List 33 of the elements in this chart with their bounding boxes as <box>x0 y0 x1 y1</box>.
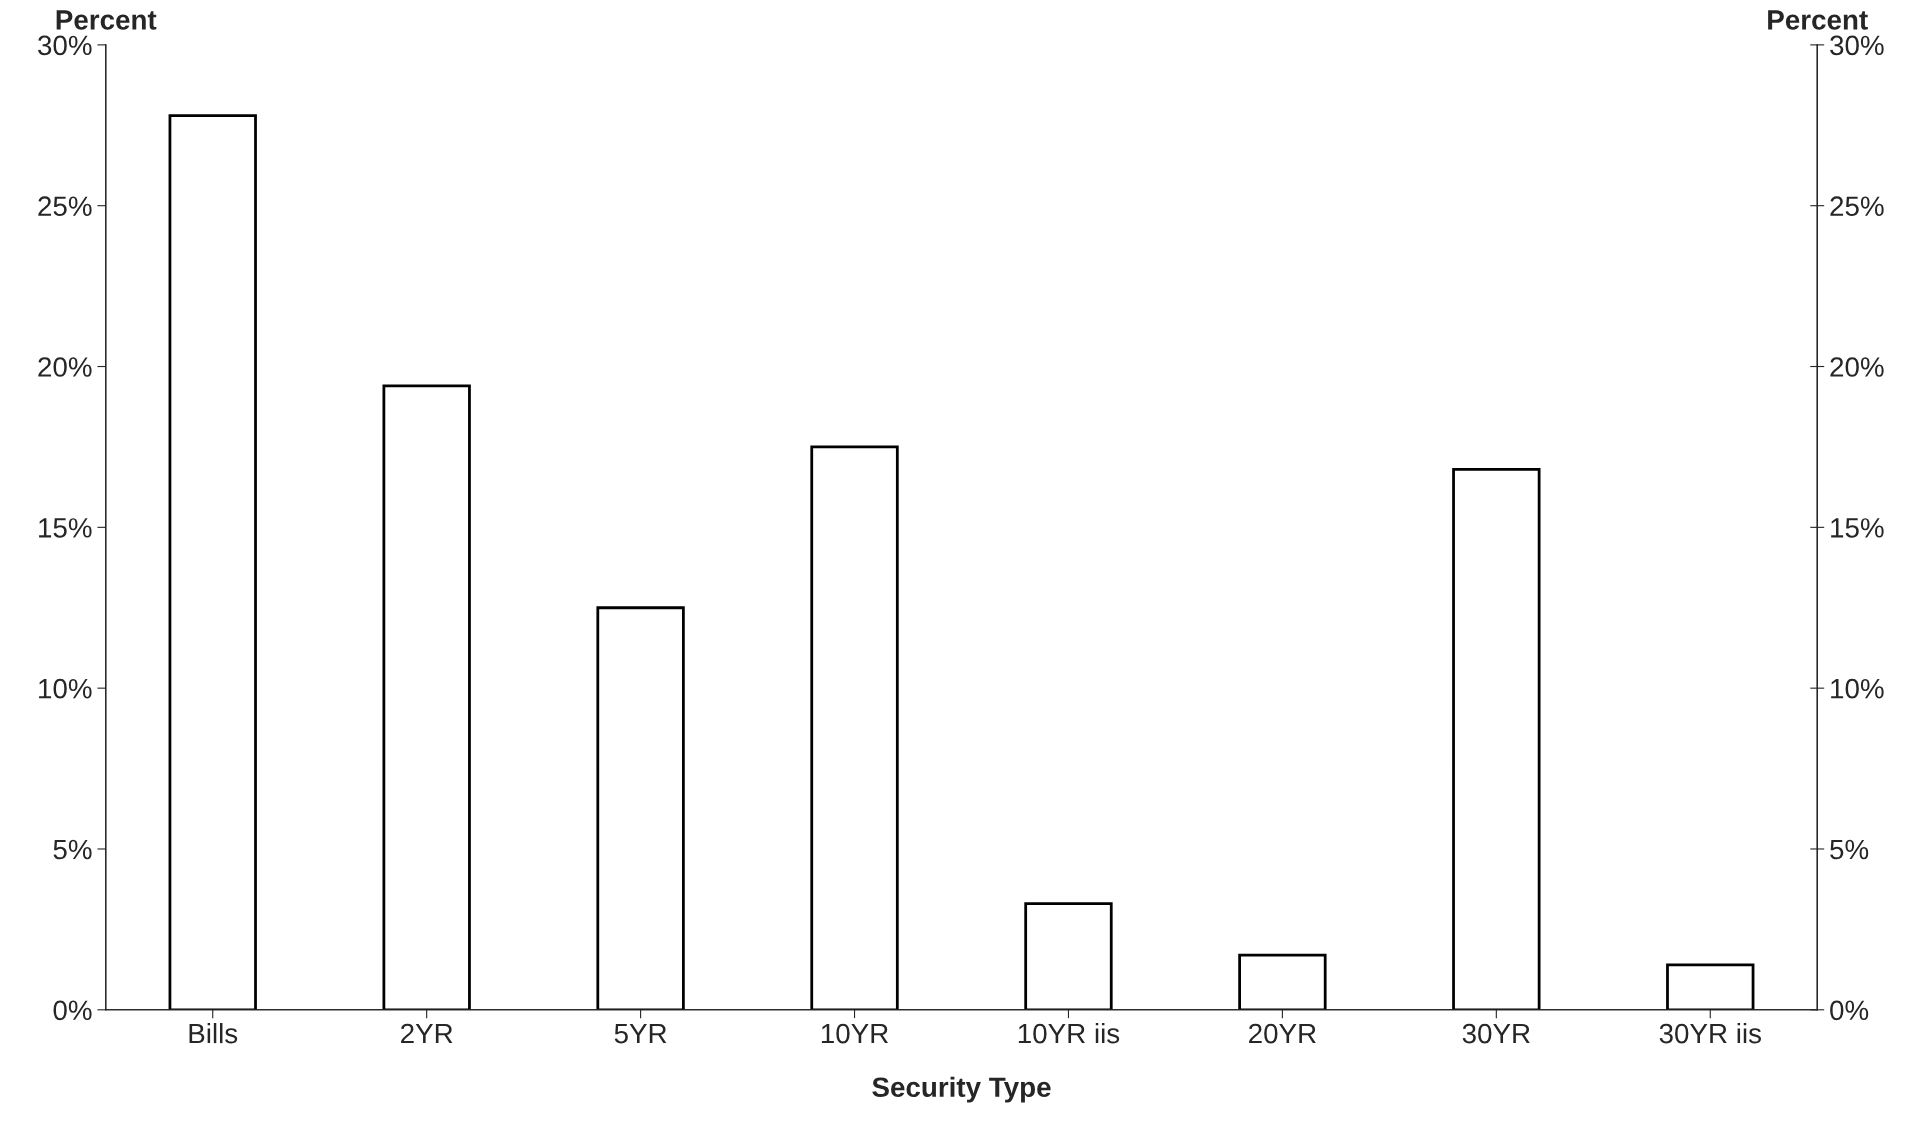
y2-tick-label: 20% <box>1830 357 1884 377</box>
y2-tick-label: 30% <box>1830 35 1884 56</box>
y-tick-label: 5% <box>53 839 92 860</box>
x-tick-label: 20YR <box>1249 1023 1316 1044</box>
bar <box>810 445 899 1010</box>
bar <box>1666 963 1755 1010</box>
y2-tick-label: 0% <box>1830 1000 1869 1021</box>
y-tick-label: 30% <box>38 35 92 56</box>
y2-tick-label: 15% <box>1831 518 1884 538</box>
x-tick-label: 30YR iis <box>1659 1022 1761 1044</box>
x-tick-label: Bills <box>189 1022 238 1044</box>
y-tick-label: 20% <box>38 357 92 377</box>
y-axis-title: Percent <box>56 10 157 30</box>
y2-tick-label: 5% <box>1830 839 1869 860</box>
y-tick-label: 0% <box>53 1000 92 1021</box>
x-axis-title: Security Type <box>872 1076 1051 1103</box>
x-tick-label: 2YR <box>401 1023 453 1044</box>
y2-tick-label: 10% <box>1831 678 1884 699</box>
y-tick-label: 10% <box>39 678 92 699</box>
x-tick-label: 10YR iis <box>1018 1022 1120 1044</box>
bar <box>596 606 685 1010</box>
y-tick-label: 25% <box>38 196 92 217</box>
x-tick-label: 30YR <box>1462 1023 1530 1044</box>
bar <box>382 384 471 1010</box>
bar <box>1238 953 1327 1010</box>
bar <box>168 114 257 1010</box>
x-tick-label: 5YR <box>614 1024 667 1044</box>
bar <box>1024 902 1113 1010</box>
y2-tick-label: 25% <box>1830 196 1884 217</box>
y-tick-label: 15% <box>39 518 92 538</box>
bar <box>1452 468 1541 1010</box>
x-tick-label: 10YR <box>821 1023 888 1044</box>
y2-axis-title: Percent <box>1768 10 1868 30</box>
